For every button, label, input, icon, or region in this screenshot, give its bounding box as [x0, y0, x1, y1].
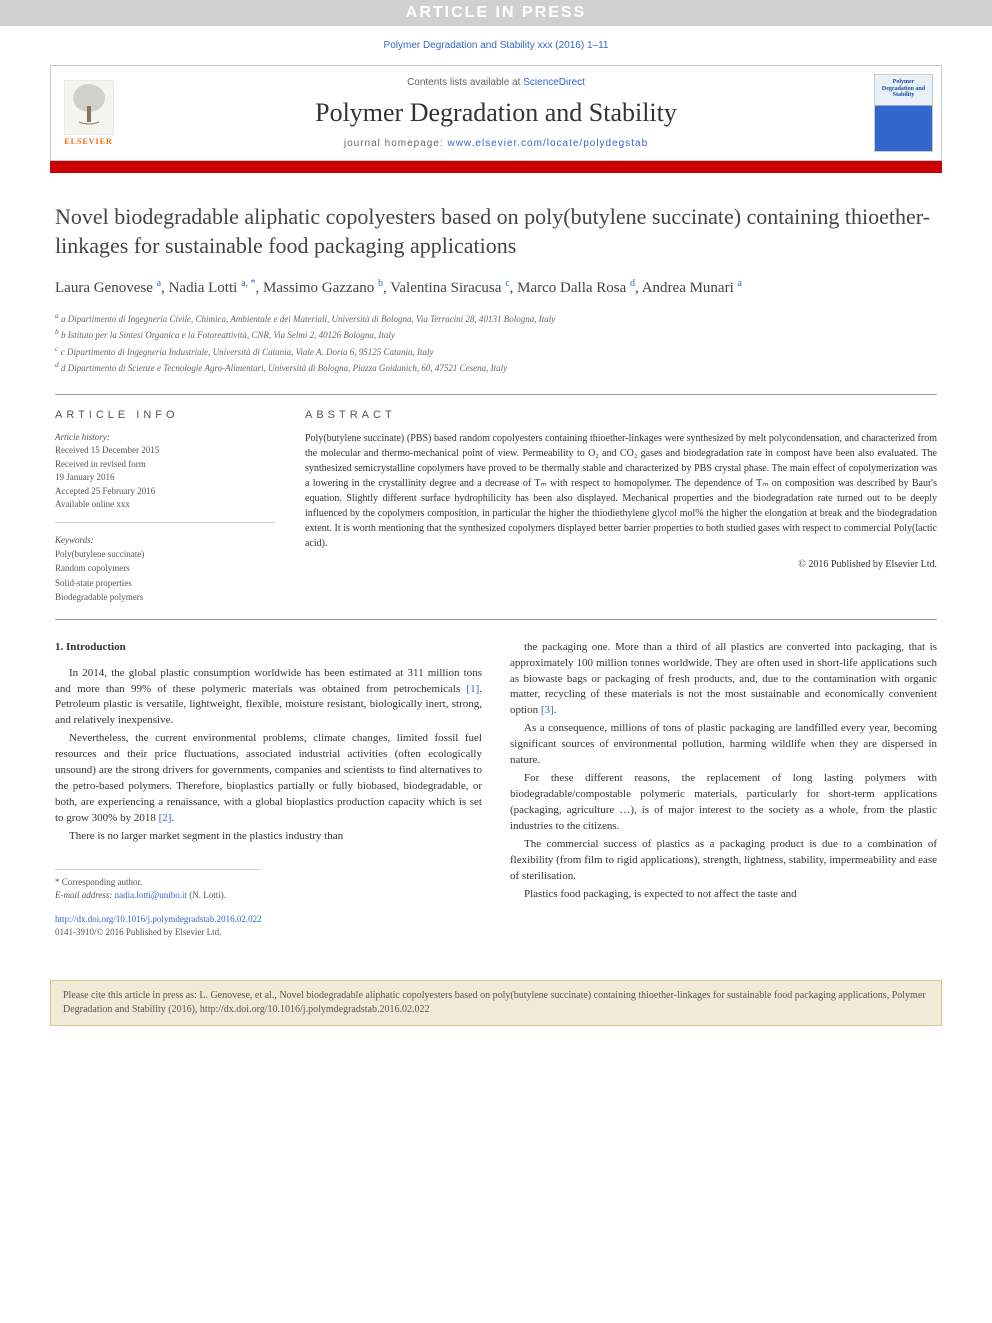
keyword: Solid-state properties [55, 576, 275, 590]
homepage-prefix: journal homepage: [344, 138, 448, 149]
body-paragraph: For these different reasons, the replace… [510, 771, 937, 835]
article-in-press-banner: ARTICLE IN PRESS [0, 0, 992, 26]
email-line: E-mail address: nadia.lotti@unibo.it (N.… [55, 889, 260, 903]
corresponding-label: * Corresponding author. [55, 876, 260, 890]
body-paragraph: the packaging one. More than a third of … [510, 640, 937, 720]
history-received: Received 15 December 2015 [55, 444, 275, 458]
author-affil-link[interactable]: b [378, 278, 383, 289]
authors-line: Laura Genovese a, Nadia Lotti a, *, Mass… [55, 276, 937, 300]
body-paragraph: Plastics food packaging, is expected to … [510, 887, 937, 903]
article-info-column: ARTICLE INFO Article history: Received 1… [55, 409, 275, 605]
author-affil-link[interactable]: d [630, 278, 635, 289]
ref-link-1[interactable]: [1] [466, 683, 479, 695]
email-label: E-mail address: [55, 890, 115, 900]
journal-cover-thumbnail [874, 74, 933, 152]
journal-homepage-link[interactable]: www.elsevier.com/locate/polydegstab [447, 138, 648, 149]
author-affil-link[interactable]: c [505, 278, 509, 289]
history-revised-2: 19 January 2016 [55, 471, 275, 485]
body-text-columns: 1. Introduction In 2014, the global plas… [55, 640, 937, 940]
abstract-heading: ABSTRACT [305, 409, 937, 421]
body-paragraph: There is no larger market segment in the… [55, 829, 482, 845]
citation-box: Please cite this article in press as: L.… [50, 980, 942, 1026]
affiliation-b: b b Istituto per la Sintesi Organica e l… [55, 326, 937, 343]
author-affil-link[interactable]: a, * [241, 278, 255, 289]
journal-reference-line: Polymer Degradation and Stability xxx (2… [0, 26, 992, 65]
ref-link-2[interactable]: [2] [159, 812, 172, 824]
journal-cover[interactable] [866, 66, 941, 160]
history-label: Article history: [55, 431, 275, 445]
author-affil-link[interactable]: a [738, 278, 742, 289]
email-suffix: (N. Lotti). [187, 890, 226, 900]
body-paragraph: Nevertheless, the current environmental … [55, 731, 482, 827]
issn-copyright: 0141-3910/© 2016 Published by Elsevier L… [55, 927, 221, 937]
history-accepted: Accepted 25 February 2016 [55, 485, 275, 499]
keyword: Biodegradable polymers [55, 590, 275, 604]
contents-lists-line: Contents lists available at ScienceDirec… [146, 77, 846, 88]
contents-prefix: Contents lists available at [407, 77, 523, 88]
header-center: Contents lists available at ScienceDirec… [126, 66, 866, 160]
ref-link-3[interactable]: [3] [541, 704, 554, 716]
elsevier-label: ELSEVIER [64, 137, 112, 146]
abstract-copyright: © 2016 Published by Elsevier Ltd. [305, 559, 937, 570]
body-paragraph: As a consequence, millions of tons of pl… [510, 721, 937, 769]
body-paragraph: The commercial success of plastics as a … [510, 837, 937, 885]
abstract-column: ABSTRACT Poly(butylene succinate) (PBS) … [305, 409, 937, 605]
elsevier-tree-icon [64, 80, 114, 135]
corresponding-email-link[interactable]: nadia.lotti@unibo.it [115, 890, 187, 900]
journal-header-box: ELSEVIER Contents lists available at Sci… [50, 65, 942, 161]
keyword: Poly(butylene succinate) [55, 547, 275, 561]
keywords-block: Keywords: Poly(butylene succinate) Rando… [55, 533, 275, 605]
doi-link[interactable]: http://dx.doi.org/10.1016/j.polymdegrads… [55, 914, 262, 924]
article-content: Novel biodegradable aliphatic copolyeste… [0, 173, 992, 960]
section-1-heading: 1. Introduction [55, 640, 482, 656]
article-history: Article history: Received 15 December 20… [55, 431, 275, 523]
journal-name: Polymer Degradation and Stability [146, 98, 846, 128]
article-info-heading: ARTICLE INFO [55, 409, 275, 421]
elsevier-logo[interactable]: ELSEVIER [51, 66, 126, 160]
affiliation-d: d d Dipartimento di Scienze e Tecnologie… [55, 359, 937, 376]
info-abstract-row: ARTICLE INFO Article history: Received 1… [55, 394, 937, 620]
keywords-label: Keywords: [55, 533, 275, 547]
corresponding-author-footer: * Corresponding author. E-mail address: … [55, 869, 260, 940]
history-online: Available online xxx [55, 498, 275, 512]
history-revised-1: Received in revised form [55, 458, 275, 472]
page: ARTICLE IN PRESS Polymer Degradation and… [0, 0, 992, 1323]
journal-ref-link[interactable]: Polymer Degradation and Stability xxx (2… [384, 40, 609, 51]
affiliation-a: a a Dipartimento di Ingegneria Civile, C… [55, 310, 937, 327]
affiliation-c: c c Dipartimento di Ingegneria Industria… [55, 343, 937, 360]
body-paragraph: In 2014, the global plastic consumption … [55, 666, 482, 730]
article-title: Novel biodegradable aliphatic copolyeste… [55, 203, 937, 260]
affiliations: a a Dipartimento di Ingegneria Civile, C… [55, 310, 937, 376]
author-affil-link[interactable]: a [157, 278, 161, 289]
keyword: Random copolymers [55, 561, 275, 575]
abstract-text: Poly(butylene succinate) (PBS) based ran… [305, 431, 937, 551]
doi-line: http://dx.doi.org/10.1016/j.polymdegrads… [55, 913, 260, 940]
red-divider-bar [50, 161, 942, 173]
sciencedirect-link[interactable]: ScienceDirect [523, 77, 585, 88]
journal-homepage-line: journal homepage: www.elsevier.com/locat… [146, 138, 846, 149]
